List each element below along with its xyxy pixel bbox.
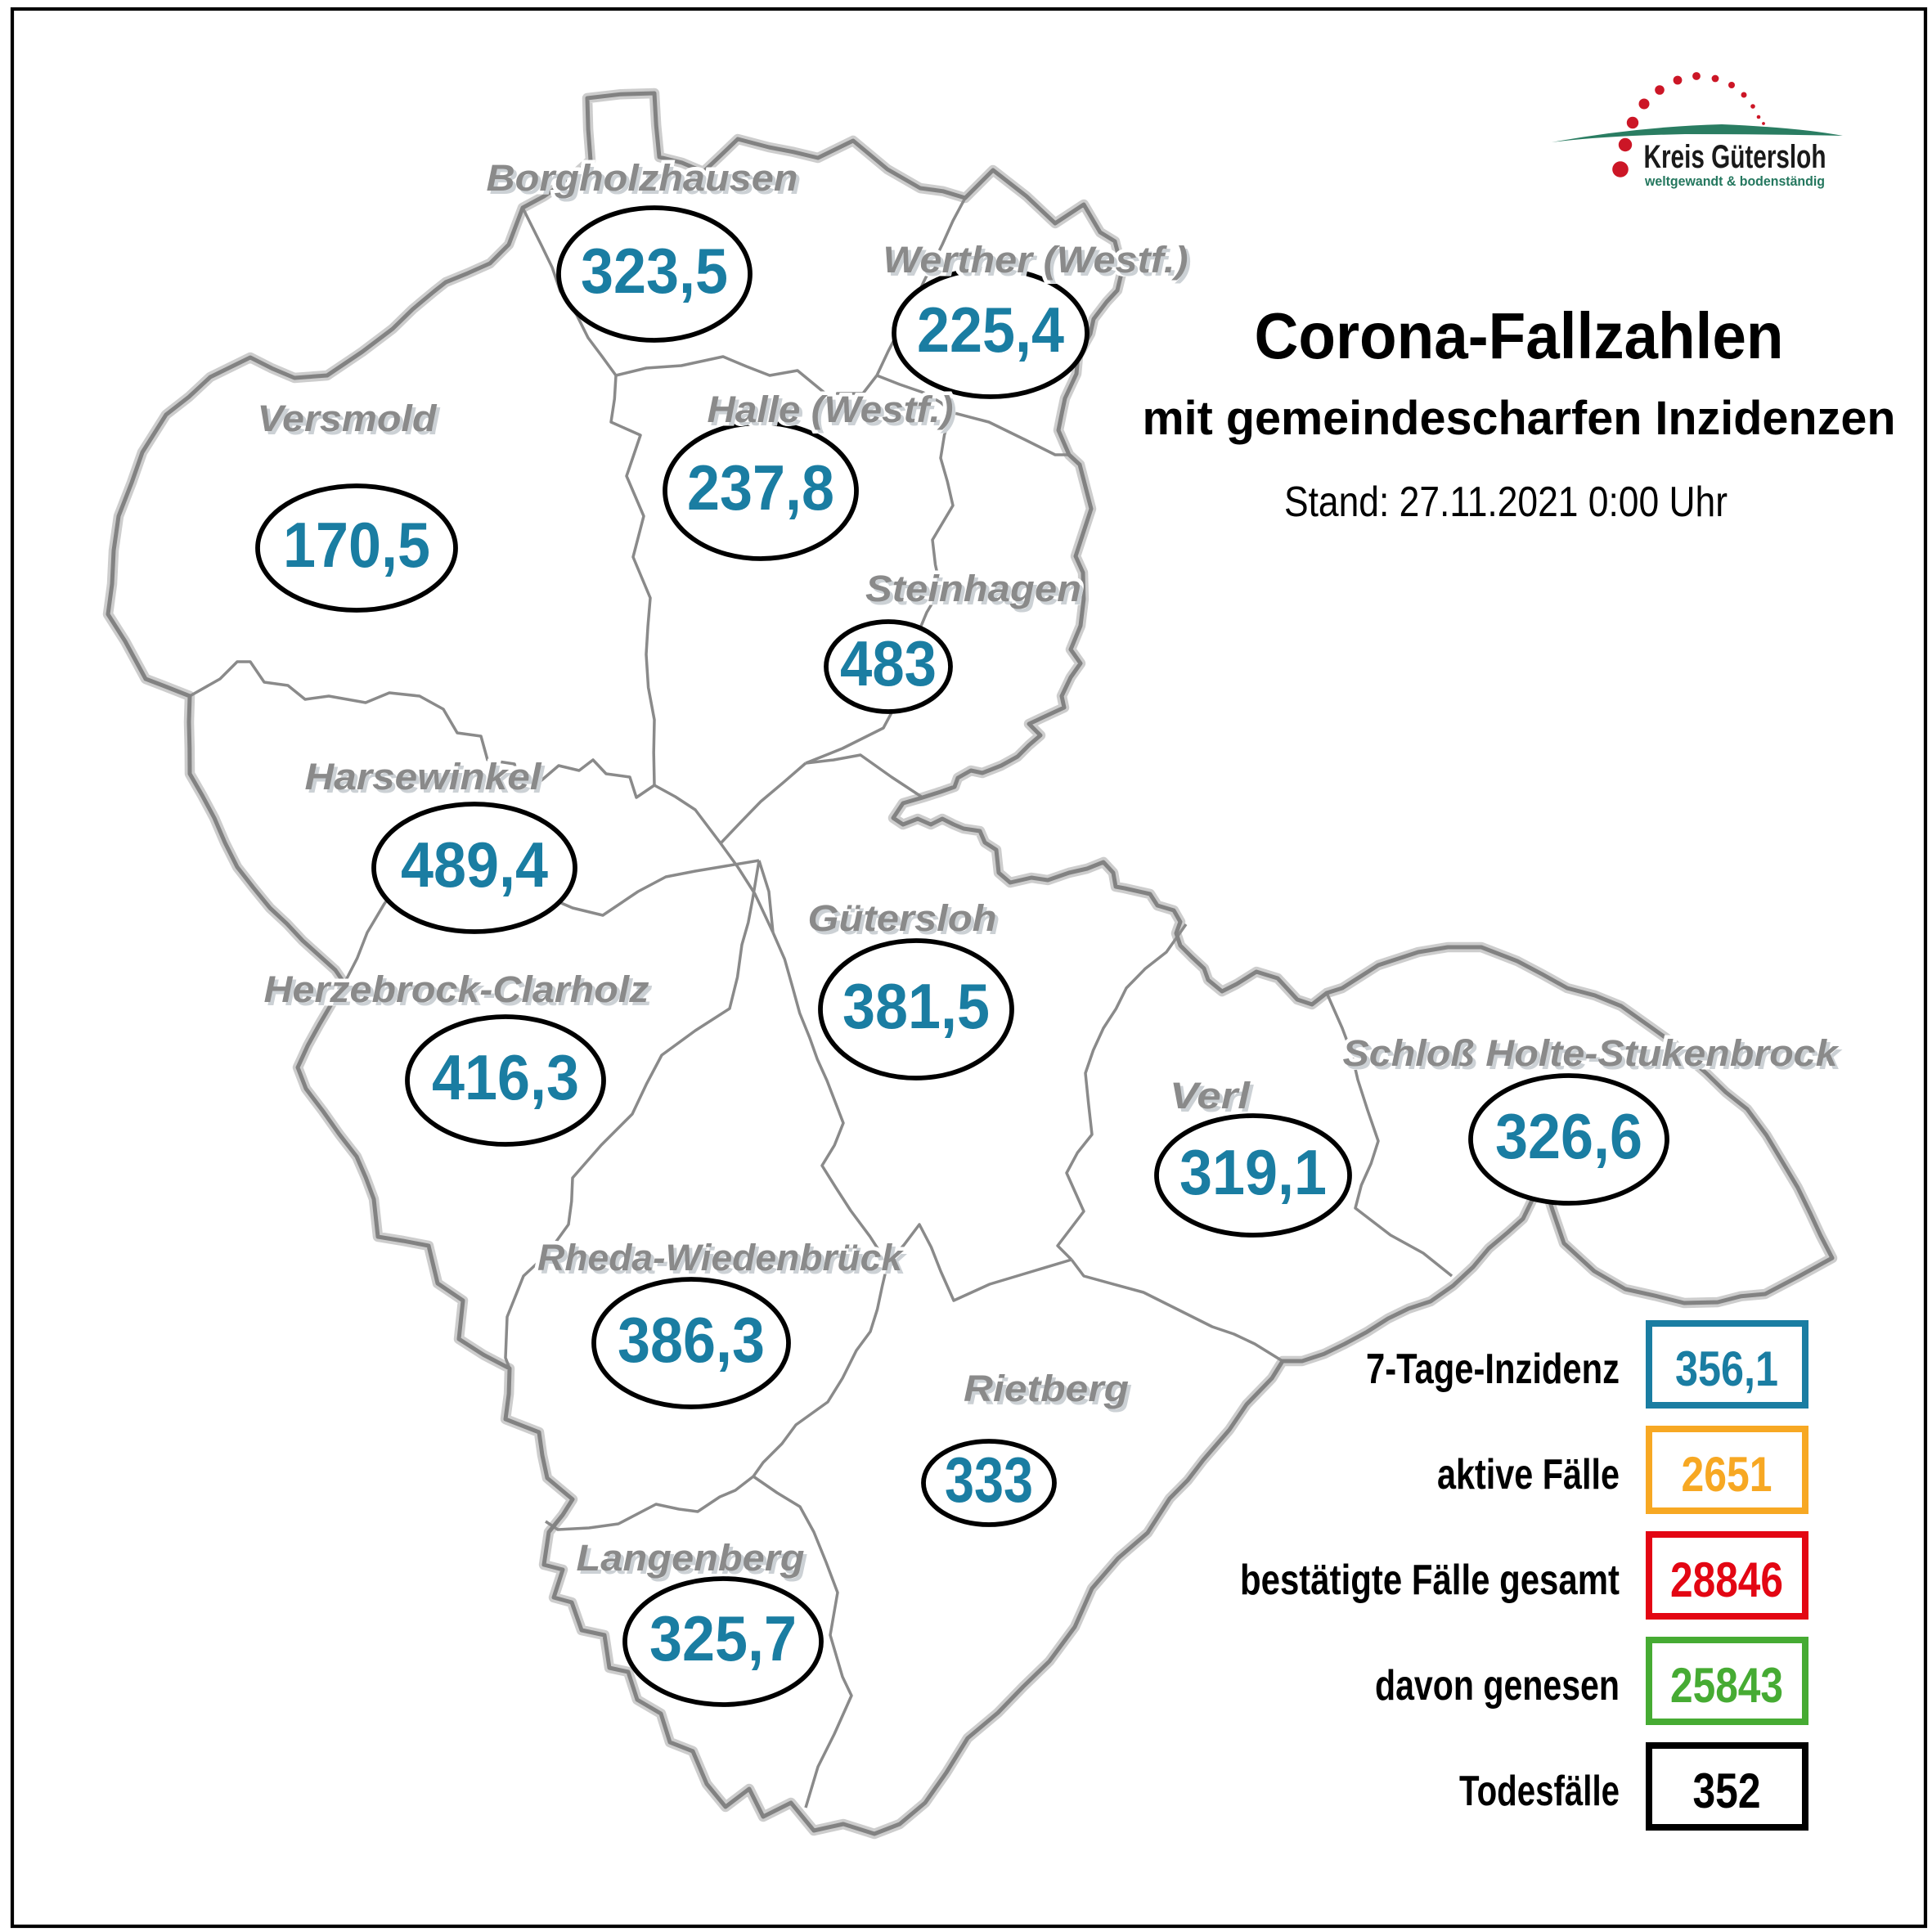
svg-text:352: 352	[1693, 1764, 1761, 1818]
svg-text:Versmold: Versmold	[258, 398, 438, 439]
svg-text:Schloß Holte-Stukenbrock: Schloß Holte-Stukenbrock	[1346, 1036, 1844, 1077]
svg-text:Werther (Westf.): Werther (Westf.)	[883, 239, 1188, 281]
svg-text:2651: 2651	[1682, 1447, 1772, 1502]
svg-text:333: 333	[945, 1444, 1033, 1516]
svg-text:386,3: 386,3	[618, 1304, 765, 1376]
svg-text:Rietberg: Rietberg	[964, 1368, 1129, 1409]
svg-text:225,4: 225,4	[917, 294, 1064, 366]
svg-text:323,5: 323,5	[581, 235, 728, 307]
svg-text:25843: 25843	[1670, 1658, 1783, 1713]
svg-text:170,5: 170,5	[283, 509, 430, 581]
svg-text:356,1: 356,1	[1675, 1341, 1778, 1396]
svg-text:Werther (Westf.): Werther (Westf.)	[887, 242, 1192, 284]
svg-text:davon genesen: davon genesen	[1375, 1662, 1620, 1710]
svg-text:Todesfälle: Todesfälle	[1459, 1768, 1620, 1815]
svg-text:Steinhagen: Steinhagen	[869, 571, 1085, 613]
svg-text:Werther (Westf.): Werther (Westf.)	[883, 239, 1188, 281]
svg-text:483: 483	[840, 627, 937, 699]
svg-text:Borgholzhausen: Borgholzhausen	[490, 160, 802, 202]
svg-text:Herzebrock-Clarholz: Herzebrock-Clarholz	[264, 968, 649, 1010]
svg-text:Langenberg: Langenberg	[580, 1540, 808, 1582]
svg-text:Langenberg: Langenberg	[577, 1537, 805, 1579]
svg-text:Harsewinkel: Harsewinkel	[305, 756, 542, 798]
svg-text:Halle (Westf.): Halle (Westf.)	[708, 389, 954, 430]
svg-text:Schloß Holte-Stukenbrock: Schloß Holte-Stukenbrock	[1343, 1032, 1840, 1074]
svg-text:Steinhagen: Steinhagen	[865, 568, 1081, 609]
svg-text:319,1: 319,1	[1179, 1136, 1327, 1208]
svg-text:Gütersloh: Gütersloh	[808, 897, 997, 939]
svg-text:Borgholzhausen: Borgholzhausen	[487, 157, 798, 199]
svg-text:Rheda-Wiedenbrück: Rheda-Wiedenbrück	[541, 1240, 908, 1282]
svg-text:489,4: 489,4	[401, 829, 548, 901]
svg-text:Versmold: Versmold	[261, 401, 441, 443]
svg-text:Rietberg: Rietberg	[967, 1371, 1132, 1413]
svg-text:Harsewinkel: Harsewinkel	[305, 756, 542, 798]
svg-text:Herzebrock-Clarholz: Herzebrock-Clarholz	[267, 972, 653, 1013]
svg-text:Schloß Holte-Stukenbrock: Schloß Holte-Stukenbrock	[1343, 1032, 1840, 1074]
svg-text:aktive Fälle: aktive Fälle	[1437, 1451, 1620, 1498]
svg-text:416,3: 416,3	[432, 1041, 579, 1113]
svg-text:Verl: Verl	[1170, 1075, 1251, 1117]
svg-text:Halle (Westf.): Halle (Westf.)	[711, 392, 957, 434]
svg-text:326,6: 326,6	[1495, 1100, 1642, 1172]
svg-text:Rheda-Wiedenbrück: Rheda-Wiedenbrück	[537, 1237, 905, 1278]
svg-text:Stand: 27.11.2021 0:00 Uhr: Stand: 27.11.2021 0:00 Uhr	[1284, 479, 1728, 526]
svg-text:Borgholzhausen: Borgholzhausen	[487, 157, 798, 199]
svg-text:Corona-Fallzahlen: Corona-Fallzahlen	[1255, 299, 1784, 372]
svg-text:Gütersloh: Gütersloh	[811, 901, 1000, 942]
svg-text:Rheda-Wiedenbrück: Rheda-Wiedenbrück	[537, 1237, 905, 1278]
svg-text:Verl: Verl	[1170, 1075, 1251, 1117]
svg-text:Herzebrock-Clarholz: Herzebrock-Clarholz	[264, 968, 649, 1010]
svg-text:Langenberg: Langenberg	[577, 1537, 805, 1579]
svg-text:bestätigte Fälle gesamt: bestätigte Fälle gesamt	[1240, 1557, 1620, 1604]
svg-text:Kreis Gütersloh: Kreis Gütersloh	[1644, 139, 1826, 175]
svg-text:Verl: Verl	[1173, 1078, 1255, 1120]
svg-text:Rietberg: Rietberg	[964, 1368, 1129, 1409]
svg-text:381,5: 381,5	[842, 970, 990, 1042]
svg-text:Gütersloh: Gütersloh	[808, 897, 997, 939]
svg-text:28846: 28846	[1670, 1552, 1783, 1607]
svg-text:weltgewandt & bodenständig: weltgewandt & bodenständig	[1644, 173, 1825, 189]
svg-text:mit gemeindescharfen Inzidenze: mit gemeindescharfen Inzidenzen	[1143, 392, 1896, 445]
svg-text:7-Tage-Inzidenz: 7-Tage-Inzidenz	[1366, 1346, 1620, 1393]
svg-text:Versmold: Versmold	[258, 398, 438, 439]
svg-text:Halle (Westf.): Halle (Westf.)	[708, 389, 954, 430]
svg-text:237,8: 237,8	[687, 452, 834, 523]
svg-text:Harsewinkel: Harsewinkel	[308, 759, 546, 801]
svg-text:325,7: 325,7	[649, 1602, 797, 1674]
svg-text:Steinhagen: Steinhagen	[865, 568, 1081, 609]
